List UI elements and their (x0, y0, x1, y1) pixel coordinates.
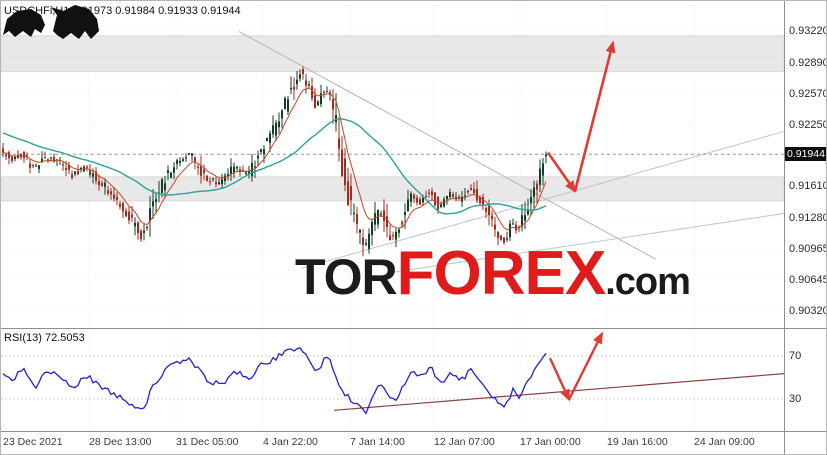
symbol-ohlc-header: USDCHFi,H1 0.91973 0.91984 0.91933 0.919… (4, 5, 241, 17)
sr-zones (1, 35, 785, 202)
price-axis-label: 0.91610 (789, 180, 827, 193)
price-axis-label: 0.92890 (789, 56, 827, 69)
price-axis-label: 0.93220 (789, 25, 827, 38)
price-axis-label: 0.90645 (789, 273, 827, 286)
watermark-tor: TOR (295, 249, 398, 305)
watermark: TOR FOREX .com (295, 239, 691, 308)
forecast-arrows[interactable] (546, 40, 616, 402)
time-axis-label: 7 Jan 14:00 (350, 436, 405, 448)
time-axis-label: 24 Jan 09:00 (694, 436, 755, 448)
time-axis-label: 12 Jan 07:00 (434, 436, 495, 448)
watermark-com: .com (605, 261, 691, 303)
time-axis-label: 19 Jan 16:00 (607, 436, 668, 448)
rsi-level-label: 70 (789, 350, 802, 362)
time-axis-label: 31 Dec 05:00 (176, 436, 239, 448)
time-axis-label: 23 Dec 2021 (3, 436, 63, 448)
price-axis-label: 0.90965 (789, 242, 827, 255)
rsi-level-label: 30 (789, 393, 802, 405)
time-axis-label: 17 Jan 00:00 (520, 436, 581, 448)
bull-bear-logo-icon (3, 5, 99, 39)
current-price-tag: 0.91944 (785, 147, 826, 162)
time-axis-label: 28 Dec 13:00 (89, 436, 152, 448)
price-axis-label: 0.92570 (789, 87, 827, 100)
price-axis-label: 0.90320 (789, 304, 827, 317)
price-axis-label: 0.92250 (789, 118, 827, 131)
time-axis-label: 4 Jan 22:00 (263, 436, 318, 448)
price-axis-label: 0.91280 (789, 212, 827, 225)
watermark-forex: FOREX (396, 239, 607, 308)
rsi-line (2, 347, 547, 415)
candles (2, 66, 547, 257)
moving-averages (2, 87, 547, 231)
rsi-indicator-label: RSI(13) 72.5053 (4, 332, 85, 344)
gridlines (1, 1, 784, 431)
